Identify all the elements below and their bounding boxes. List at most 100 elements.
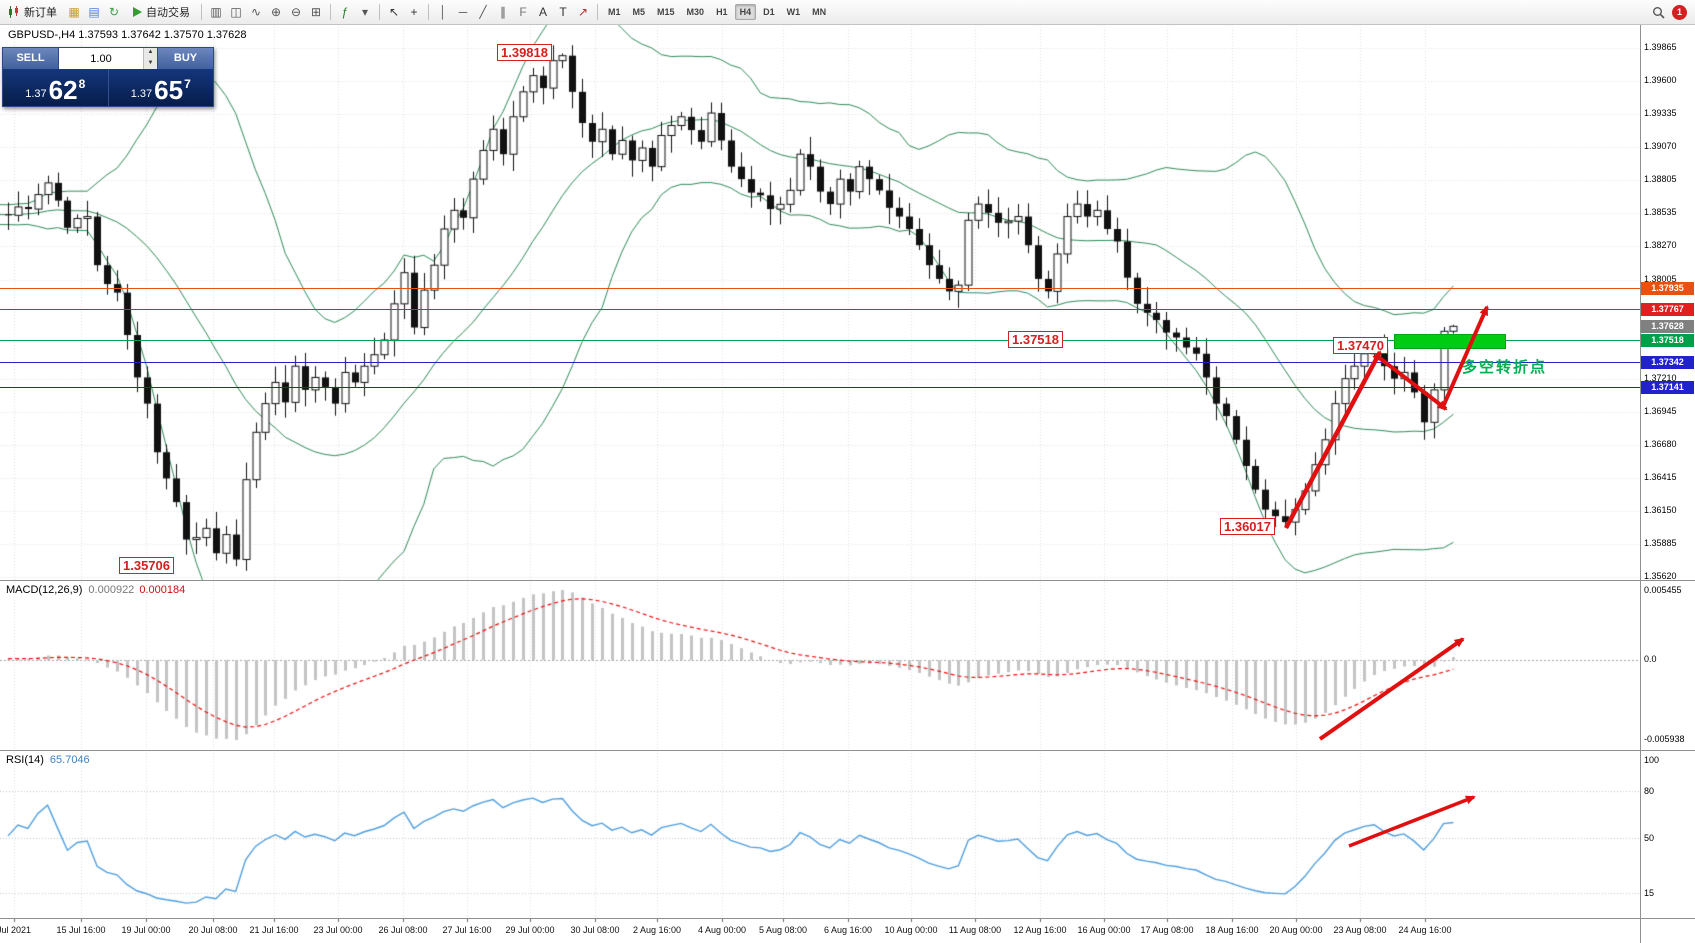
sell-price-prefix: 1.37: [25, 88, 47, 100]
zoom-in-icon[interactable]: ⊕: [270, 5, 282, 19]
label-icon[interactable]: T: [559, 5, 567, 19]
time-axis-label: 15 Jul 16:00: [56, 925, 106, 935]
rsi-value: 65.7046: [49, 754, 90, 766]
zoom-out-icon[interactable]: ⊖: [290, 5, 302, 19]
price-callout[interactable]: 1.36017: [1220, 518, 1275, 536]
horizontal-line[interactable]: [0, 340, 1640, 341]
vertical-line-icon[interactable]: │: [439, 5, 447, 19]
timeframe-d1[interactable]: D1: [763, 7, 775, 17]
macd-value-1: 0.000922: [88, 584, 135, 596]
price-callout[interactable]: 1.35706: [119, 557, 174, 575]
line-chart-icon[interactable]: ∿: [250, 5, 262, 19]
autotrading-button[interactable]: 自动交易: [124, 1, 197, 23]
timeframe-mn[interactable]: MN: [812, 7, 827, 17]
cursor-icon[interactable]: ↖: [388, 5, 400, 19]
price-callout[interactable]: 1.37518: [1008, 331, 1063, 349]
price-axis-label: 1.39600: [1644, 74, 1677, 85]
price-axis-label: 1.38270: [1644, 240, 1677, 251]
volume-down-button[interactable]: ▼: [144, 58, 157, 69]
sell-button[interactable]: SELL: [16, 52, 45, 64]
price-line-label-chip: 1.37141: [1641, 380, 1694, 394]
buy-price-sup: 7: [184, 77, 191, 91]
time-axis-label: 5 Aug 08:00: [758, 925, 808, 935]
price-axis-label: 1.38805: [1644, 173, 1677, 184]
notification-badge[interactable]: 1: [1672, 4, 1687, 20]
time-axis-separator: [0, 918, 1695, 919]
horizontal-line[interactable]: [0, 387, 1640, 388]
toolbar-separator: [597, 4, 598, 20]
tile-windows-icon[interactable]: ⊞: [310, 5, 322, 19]
rsi-axis-label: 80: [1644, 786, 1655, 797]
symbol-info: GBPUSD-,H4 1.37593 1.37642 1.37570 1.376…: [8, 29, 247, 41]
bar-chart-icon[interactable]: ▥: [210, 5, 222, 19]
timeframe-m1[interactable]: M1: [608, 7, 621, 17]
search-icon[interactable]: [1648, 2, 1668, 22]
time-axis-label: 4 Aug 00:00: [697, 925, 747, 935]
buy-button[interactable]: BUY: [173, 52, 198, 64]
horizontal-line[interactable]: [0, 288, 1640, 289]
price-axis-label: 1.35620: [1644, 570, 1677, 581]
profiles-icon[interactable]: ▤: [88, 5, 100, 19]
trendline-icon[interactable]: ╱: [479, 5, 487, 19]
price-axis-label: 1.38005: [1644, 273, 1677, 284]
timeframe-h4[interactable]: H4: [734, 4, 757, 20]
timeframe-group: M1 M5 M15 M30 H1 H4 D1 W1 MN: [602, 4, 832, 20]
price-axis-label: 1.36150: [1644, 504, 1677, 515]
turning-point-text[interactable]: 多空转折点: [1462, 359, 1548, 376]
rsi-title: RSI(14) 65.7046: [6, 754, 90, 766]
templates-icon[interactable]: ▾: [361, 5, 369, 19]
channel-icon[interactable]: ∥: [500, 5, 506, 19]
price-axis-label: 1.39070: [1644, 140, 1677, 151]
highlight-zone[interactable]: [1394, 333, 1506, 349]
sell-price-sup: 8: [78, 77, 86, 91]
new-order-icon: [9, 6, 18, 18]
crosshair-icon[interactable]: +: [410, 5, 418, 19]
volume-input[interactable]: [59, 48, 143, 69]
toolbar-icons: ▥ ◫ ∿ ⊕ ⊖ ⊞ ƒ ▾ ↖ + │ ─ ╱ ∥ F A T ↗: [197, 2, 602, 22]
price-axis-label: 1.37210: [1644, 372, 1677, 383]
price-axis-border: [1640, 24, 1641, 943]
price-axis-label: 1.39335: [1644, 107, 1677, 118]
indicators-icon[interactable]: ƒ: [341, 5, 349, 19]
sell-price[interactable]: 1.37 62 8: [3, 69, 108, 106]
time-axis-label: 24 Aug 16:00: [1398, 925, 1452, 935]
text-icon[interactable]: A: [538, 5, 547, 19]
macd-value-2: 0.000184: [139, 584, 186, 596]
charts-icon[interactable]: ▦: [68, 5, 80, 19]
volume-up-button[interactable]: ▲: [144, 48, 157, 59]
candlestick-chart-icon[interactable]: ◫: [230, 5, 242, 19]
new-order-button[interactable]: 新订单: [0, 1, 64, 23]
rsi-axis-label: 15: [1644, 887, 1655, 898]
refresh-icon[interactable]: ↻: [108, 5, 120, 19]
time-axis-label: 23 Aug 08:00: [1333, 925, 1387, 935]
time-axis-label: 30 Jul 08:00: [570, 925, 620, 935]
arrows-tool-icon[interactable]: ↗: [577, 5, 589, 19]
horizontal-line[interactable]: [0, 309, 1640, 310]
timeframe-m30[interactable]: M30: [686, 7, 705, 17]
price-callout[interactable]: 1.39818: [497, 44, 552, 62]
horizontal-line[interactable]: [0, 362, 1640, 363]
toolbar-separator: [428, 4, 429, 20]
timeframe-w1[interactable]: W1: [786, 7, 801, 17]
main-toolbar: 新订单 ▦ ▤ ↻ 自动交易 ▥ ◫ ∿ ⊕ ⊖ ⊞ ƒ ▾ ↖ + │ ─ ╱ ∥ F A T ↗ M1 M5 M15 M…: [0, 0, 1695, 25]
time-axis-label: 17 Aug 08:00: [1140, 925, 1194, 935]
one-click-trading-panel: SELL ▲ ▼ BUY 1.37 62 8 1.37 65 7: [2, 47, 214, 107]
timeframe-h1[interactable]: H1: [716, 7, 728, 17]
horizontal-line-icon[interactable]: ─: [458, 5, 468, 19]
time-axis-label: 27 Jul 16:00: [442, 925, 492, 935]
buy-price-prefix: 1.37: [130, 88, 153, 100]
fibonacci-icon[interactable]: F: [519, 5, 527, 19]
volume-spinner: ▲ ▼: [143, 48, 157, 69]
panel-separator[interactable]: [0, 580, 1695, 581]
price-callout[interactable]: 1.37470: [1333, 337, 1388, 355]
timeframe-m5[interactable]: M5: [632, 7, 646, 17]
toolbar-separator: [330, 4, 331, 20]
buy-price[interactable]: 1.37 65 7: [109, 69, 214, 106]
time-axis-label: 20 Jul 08:00: [188, 925, 238, 935]
current-price-chip: 1.37628: [1641, 320, 1694, 334]
panel-separator[interactable]: [0, 750, 1695, 751]
time-axis-label: 2 Aug 16:00: [632, 925, 682, 935]
timeframe-m15[interactable]: M15: [657, 7, 675, 17]
